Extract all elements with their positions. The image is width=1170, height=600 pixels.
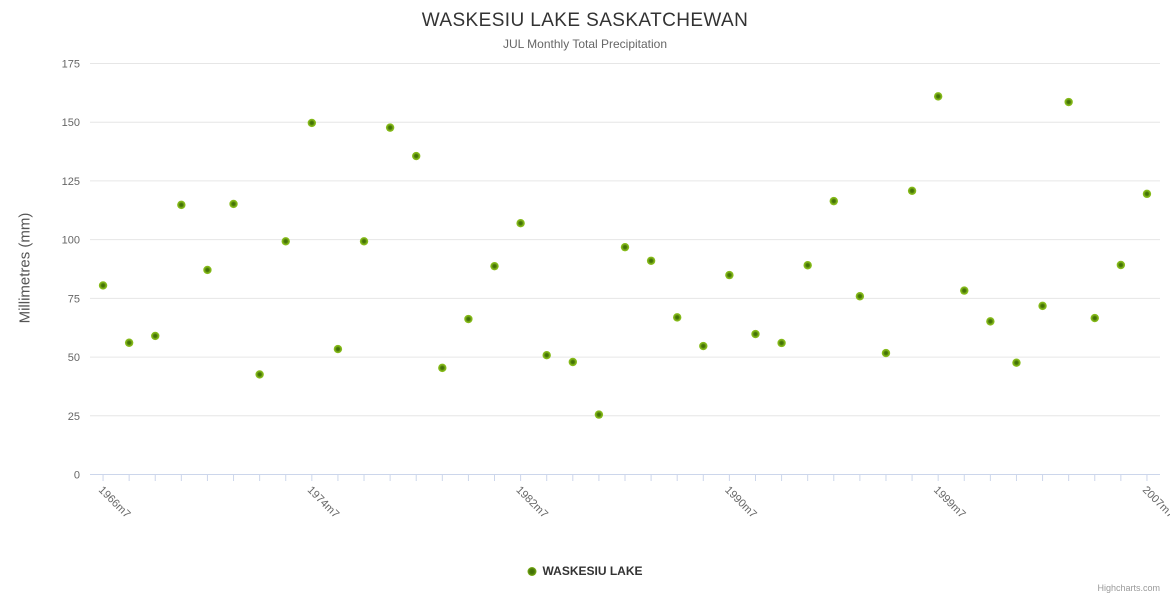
data-point[interactable] bbox=[881, 348, 891, 358]
data-point[interactable] bbox=[124, 338, 134, 347]
data-point[interactable] bbox=[490, 261, 499, 271]
x-axis-label: 1974m7 bbox=[305, 484, 342, 521]
y-axis-title: Millimetres (mm) bbox=[16, 212, 34, 324]
data-point[interactable] bbox=[98, 281, 108, 290]
y-axis-label: 150 bbox=[62, 117, 80, 129]
data-point[interactable] bbox=[1038, 301, 1047, 311]
data-point[interactable] bbox=[385, 123, 395, 132]
data-point[interactable] bbox=[359, 237, 369, 246]
y-axis-label: 175 bbox=[62, 59, 80, 71]
data-point[interactable] bbox=[229, 199, 238, 209]
y-axis-label: 100 bbox=[62, 235, 80, 247]
x-axis-label: 2007m7 bbox=[1140, 484, 1170, 521]
data-point[interactable] bbox=[777, 338, 786, 348]
data-point[interactable] bbox=[568, 357, 578, 367]
y-axis-label: 25 bbox=[68, 411, 80, 423]
data-point[interactable] bbox=[803, 261, 812, 270]
data-point[interactable] bbox=[412, 151, 421, 161]
x-axis-label: 1990m7 bbox=[722, 484, 759, 521]
x-axis-label: 1999m7 bbox=[931, 484, 968, 521]
data-point[interactable] bbox=[1064, 97, 1073, 107]
data-point[interactable] bbox=[672, 313, 682, 322]
data-point[interactable] bbox=[646, 256, 656, 265]
data-point[interactable] bbox=[751, 329, 760, 339]
data-point[interactable] bbox=[907, 186, 917, 195]
data-point[interactable] bbox=[1090, 313, 1099, 323]
data-point[interactable] bbox=[1142, 189, 1152, 199]
legend-item[interactable]: WASKESIU LAKE bbox=[527, 564, 643, 578]
data-point[interactable] bbox=[960, 286, 969, 295]
data-point[interactable] bbox=[1012, 358, 1021, 367]
x-axis-label: 1966m7 bbox=[96, 484, 133, 521]
y-axis-label: 50 bbox=[68, 352, 80, 364]
data-point[interactable] bbox=[151, 331, 160, 341]
x-axis-label: 1982m7 bbox=[513, 484, 550, 521]
chart-title: WASKESIU LAKE SASKATCHEWAN bbox=[421, 10, 749, 31]
data-point[interactable] bbox=[281, 237, 290, 246]
chart-subtitle: JUL Monthly Total Precipitation bbox=[502, 37, 668, 51]
data-point[interactable] bbox=[464, 314, 473, 324]
data-point[interactable] bbox=[725, 270, 734, 280]
credits-link[interactable]: Highcharts.com bbox=[1097, 583, 1160, 593]
data-point[interactable] bbox=[438, 363, 447, 373]
data-point[interactable] bbox=[620, 242, 630, 252]
data-point[interactable] bbox=[594, 410, 604, 419]
data-point[interactable] bbox=[829, 196, 838, 206]
data-point[interactable] bbox=[177, 200, 186, 210]
data-point[interactable] bbox=[516, 219, 525, 228]
data-point[interactable] bbox=[255, 370, 264, 379]
y-axis-label: 125 bbox=[62, 176, 80, 188]
legend-marker-icon bbox=[527, 566, 537, 576]
data-point[interactable] bbox=[333, 344, 343, 354]
data-point[interactable] bbox=[1116, 260, 1126, 270]
data-point[interactable] bbox=[542, 350, 551, 360]
y-axis-label: 0 bbox=[74, 470, 80, 482]
y-axis-label: 75 bbox=[68, 293, 80, 305]
data-point[interactable] bbox=[203, 265, 212, 275]
data-point[interactable] bbox=[986, 317, 995, 326]
data-point[interactable] bbox=[307, 118, 317, 128]
data-point[interactable] bbox=[933, 92, 943, 101]
data-point[interactable] bbox=[855, 292, 865, 301]
legend-label: WASKESIU LAKE bbox=[542, 564, 643, 578]
data-point[interactable] bbox=[699, 341, 708, 351]
